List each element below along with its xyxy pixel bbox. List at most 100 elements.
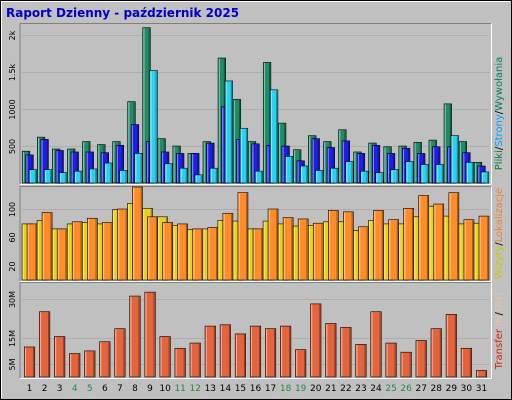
bar-lokalizacje-day-6 — [102, 222, 113, 281]
bar-transfer-day-1 — [23, 346, 36, 378]
bar-lokalizacje-day-25 — [388, 219, 399, 281]
y-axis-label-part: / — [494, 311, 505, 315]
bar-lokalizacje-day-11 — [177, 223, 188, 281]
bar-lokalizacje-day-12 — [192, 228, 204, 281]
bar-strony-day-22 — [345, 161, 354, 184]
bar-transfer-day-6 — [99, 341, 111, 378]
bar-lokalizacje-day-20 — [312, 222, 324, 281]
bar-strony-day-30 — [465, 161, 475, 184]
bar-transfer-day-14 — [219, 324, 231, 378]
panel-3: 5M 15M 30M — [8, 282, 492, 379]
chart-panels: 500 1000 1.5k 2k 20 60 100 5M 15M 30M — [8, 23, 492, 379]
bar-strony-day-10 — [164, 163, 173, 184]
bar-lokalizacje-day-8 — [132, 186, 143, 281]
bar-lokalizacje-day-4 — [71, 221, 83, 281]
bar-lokalizacje-day-26 — [403, 207, 414, 281]
x-tick-label: 27 — [415, 384, 426, 394]
x-tick-label: 31 — [476, 384, 487, 394]
x-tick-label: 13 — [205, 384, 216, 394]
bar-lokalizacje-day-16 — [252, 228, 264, 281]
bar-lokalizacje-day-3 — [56, 228, 68, 281]
bar-lokalizacje-day-18 — [282, 217, 294, 281]
x-tick-label: 29 — [446, 384, 458, 394]
y-tick-label: 30M — [8, 291, 17, 308]
x-tick-label: 9 — [147, 384, 153, 394]
bar-lokalizacje-day-13 — [207, 227, 219, 281]
bar-strony-day-11 — [179, 167, 188, 184]
bar-transfer-day-29 — [445, 314, 457, 378]
bar-transfer-day-25 — [385, 342, 397, 378]
bar-strony-day-7 — [119, 170, 128, 184]
x-tick-label: 10 — [159, 384, 171, 394]
bar-strony-day-24 — [375, 172, 384, 184]
bar-transfer-day-23 — [355, 344, 367, 378]
bar-transfer-day-28 — [430, 328, 442, 378]
bar-lokalizacje-day-14 — [222, 212, 234, 281]
bar-strony-day-14 — [224, 80, 233, 184]
bar-strony-day-21 — [330, 167, 339, 184]
bar-strony-day-18 — [285, 156, 294, 184]
bar-strony-day-9 — [149, 70, 158, 184]
bar-strony-day-2 — [43, 169, 53, 184]
y-axis-label-part: Wizyty — [494, 246, 505, 280]
bar-transfer-day-30 — [460, 347, 472, 378]
bar-transfer-day-22 — [340, 327, 352, 378]
bar-strony-day-4 — [74, 170, 83, 184]
bar-strony-day-1 — [28, 169, 38, 184]
bar-transfer-day-21 — [325, 323, 337, 378]
y-axis-label-part: Transfer — [494, 328, 505, 370]
bar-lokalizacje-day-23 — [358, 226, 369, 281]
bar-strony-day-29 — [450, 135, 459, 184]
bar-strony-day-26 — [405, 161, 414, 184]
y-tick-label: 15M — [8, 330, 17, 347]
y-tick-label: 5M — [8, 358, 17, 370]
y-axis-label-part: / — [494, 242, 505, 246]
x-tick-label: 21 — [325, 384, 336, 394]
x-tick-label: 16 — [250, 384, 262, 394]
y-tick-label: 500 — [8, 139, 17, 154]
bar-lokalizacje-day-30 — [463, 219, 475, 281]
panel-1: 500 1000 1.5k 2k — [8, 23, 492, 185]
bar-strony-day-12 — [194, 174, 203, 184]
bar-lokalizacje-day-21 — [328, 210, 339, 281]
bar-transfer-day-18 — [280, 325, 292, 378]
y-axis-label-part: Wywołania — [494, 57, 505, 111]
x-tick-label: 26 — [400, 384, 412, 394]
bar-transfer-day-10 — [159, 336, 171, 378]
bar-transfer-day-16 — [249, 325, 262, 378]
bar-strony-day-31 — [480, 171, 490, 184]
bar-transfer-day-4 — [69, 353, 81, 378]
bar-lokalizacje-day-10 — [162, 222, 173, 281]
bar-lokalizacje-day-22 — [343, 211, 354, 281]
y-tick-label: 2k — [8, 30, 17, 40]
y-axis-label-part: / — [494, 146, 505, 150]
x-tick-label: 2 — [42, 384, 48, 394]
x-tick-label: 18 — [280, 384, 292, 394]
bar-strony-day-15 — [239, 127, 249, 184]
bar-lokalizacje-day-29 — [448, 192, 460, 281]
y-axis-label-panel-3: Transfer IN/OUT — [494, 290, 505, 370]
x-tick-label: 8 — [132, 384, 138, 394]
x-tick-label: 30 — [461, 384, 473, 394]
y-axis-label-part: OUT — [494, 290, 505, 312]
bar-strony-day-19 — [300, 165, 309, 184]
bar-transfer-day-9 — [144, 291, 156, 378]
x-tick-label: 22 — [340, 384, 351, 394]
x-tick-label: 4 — [72, 384, 78, 394]
x-tick-label: 19 — [295, 384, 307, 394]
bar-transfer-day-26 — [400, 351, 412, 378]
x-tick-label: 20 — [310, 384, 322, 394]
bar-transfer-day-11 — [174, 347, 186, 378]
bar-strony-day-28 — [435, 164, 444, 184]
x-tick-label: 6 — [102, 384, 108, 394]
bar-strony-day-6 — [104, 162, 113, 184]
y-axis-side-labels: Pliki/Strony/WywołaniaWizyty/Lokalizacje… — [494, 57, 505, 371]
bar-lokalizacje-day-19 — [297, 218, 309, 281]
x-tick-label: 25 — [385, 384, 396, 394]
bar-transfer-day-7 — [114, 328, 126, 378]
y-axis-label-part: Strony — [494, 114, 505, 147]
panel-2: 20 60 100 — [8, 186, 492, 282]
bar-transfer-day-27 — [415, 340, 427, 378]
bar-transfer-day-3 — [54, 336, 66, 378]
